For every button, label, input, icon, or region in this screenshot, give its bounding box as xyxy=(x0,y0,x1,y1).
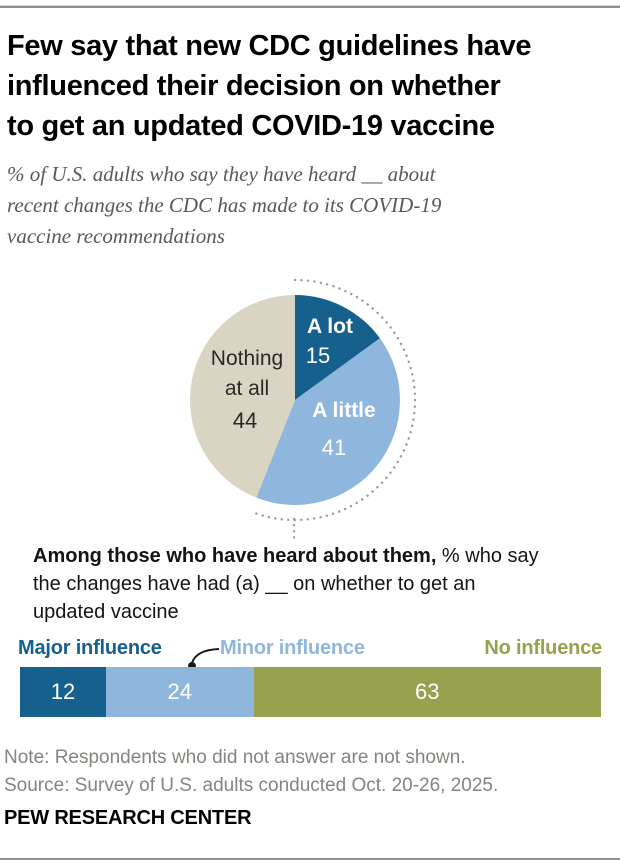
bar-question-line1-rest: % who say xyxy=(436,545,539,567)
bar-value-major: 12 xyxy=(50,679,76,704)
heard-dotted-arc xyxy=(249,278,417,522)
pew-research-center-wordmark: PEW RESEARCH CENTER xyxy=(4,807,252,829)
bar-value-minor: 24 xyxy=(167,679,192,704)
pie-slice-nothing-at-all xyxy=(189,295,295,498)
subtitle-line: vaccine recommendations xyxy=(7,224,225,248)
bar-question-lead-bold: Among those who have heard about them, xyxy=(33,545,437,567)
legend-major-influence: Major influence xyxy=(18,637,162,659)
pie-value-a-lot: 15 xyxy=(305,343,331,368)
legend-minor-influence: Minor influence xyxy=(220,637,365,659)
chart-subtitle: % of U.S. adults who say they have heard… xyxy=(7,159,441,252)
bar-value-no: 63 xyxy=(415,679,440,704)
top-border-rule xyxy=(0,6,620,8)
pie-label-a-lot: A lot xyxy=(307,315,353,338)
title-line: influenced their decision on whether xyxy=(7,70,501,102)
subtitle-line: recent changes the CDC has made to its C… xyxy=(7,193,442,217)
pie-chart xyxy=(189,278,417,544)
bar-segment-no: 63 xyxy=(253,667,601,717)
source-line: Source: Survey of U.S. adults conducted … xyxy=(4,774,499,796)
bottom-border-rule xyxy=(0,858,620,860)
pie-value-nothing: 44 xyxy=(232,408,258,433)
pie-value-a-little: 41 xyxy=(321,435,347,460)
bar-segment-major: 12 xyxy=(20,667,106,717)
footnote: Note: Respondents who did not answer are… xyxy=(4,744,498,799)
bar-question-text: Among those who have heard about them, %… xyxy=(33,542,593,626)
pie-label-nothing-line2: at all xyxy=(224,377,270,400)
bar-segment-minor: 24 xyxy=(106,667,254,717)
pie-label-nothing-line1: Nothing xyxy=(210,347,284,370)
pie-slice-a-little xyxy=(256,338,401,506)
pie-slice-a-lot xyxy=(295,295,380,400)
subtitle-line: % of U.S. adults who say they have heard… xyxy=(7,162,436,186)
note-line: Note: Respondents who did not answer are… xyxy=(4,747,466,768)
stacked-bar: 12 24 63 xyxy=(20,667,601,717)
pie-label-a-little: A little xyxy=(312,399,376,422)
bar-question-line1: Among those who have heard about them, %… xyxy=(33,542,593,570)
title-line: Few say that new CDC guidelines have xyxy=(7,30,532,62)
title-line: to get an updated COVID-19 vaccine xyxy=(7,110,495,142)
bar-question-line2: the changes have had (a) __ on whether t… xyxy=(33,573,476,595)
page-title: Few say that new CDC guidelines have inf… xyxy=(7,26,532,146)
bar-question-line3: updated vaccine xyxy=(33,601,179,623)
legend-no-influence: No influence xyxy=(484,637,602,659)
